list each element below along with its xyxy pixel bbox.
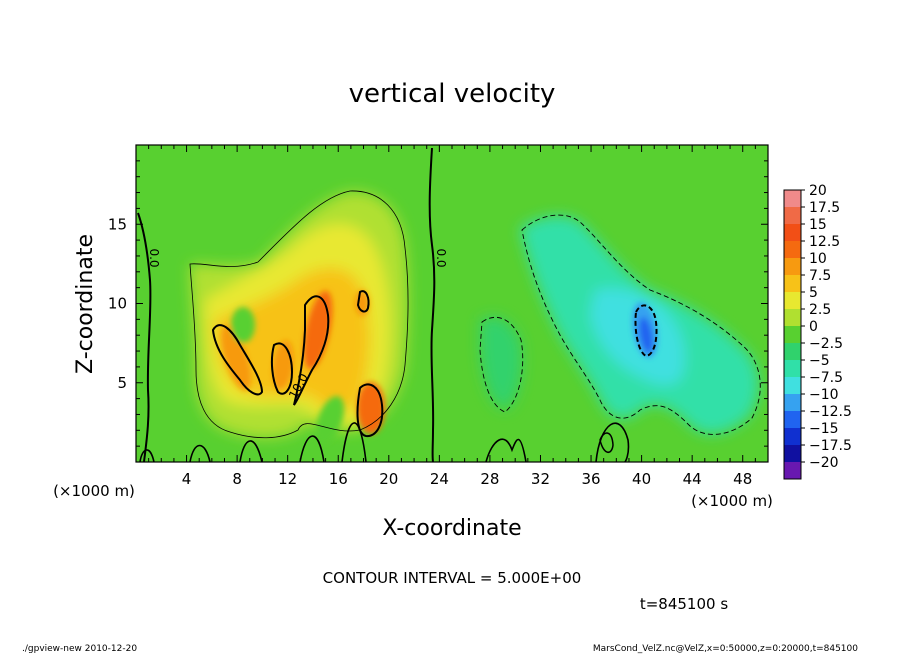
colorbar-swatch [784,207,801,224]
colorbar-label: −2.5 [809,336,843,352]
contour-10a [211,324,264,396]
colorbar-label: 10 [809,251,827,267]
x-tick-label: 20 [379,470,398,488]
colorbar-label: 7.5 [809,268,831,284]
colorbar-swatch [784,411,801,428]
colorbar-swatch [784,326,801,343]
colorbar-label: −12.5 [809,404,852,420]
colorbar-label: 12.5 [809,234,840,250]
y-axis: 5 10 15 [108,144,768,463]
contour-10c [293,295,330,406]
heatmap-field [136,145,768,462]
contour-10b [270,342,294,395]
colorbar-swatch [784,462,801,479]
colorbar-swatch [784,224,801,241]
x-tick-label: 36 [581,470,600,488]
colorbar-label: −15 [809,421,839,437]
x-tick-label: 44 [683,470,702,488]
colorbar-label: −5 [809,353,830,369]
contour-label-zero-left: 0.0 [147,248,161,267]
downdraft-core [632,302,658,358]
footer-left: ./gpview-new 2010-12-20 [22,644,137,654]
time-stamp: t=845100 s [640,595,728,613]
contour-label-zero-center: 0.0 [434,248,448,267]
y-tick-label: 15 [108,215,127,233]
colorbar-frame [783,189,802,480]
zero-contour-bumps [139,422,630,462]
x-tick-label: 48 [733,470,752,488]
contour-lines [137,147,761,462]
footer-right: MarsCond_VelZ.nc@VelZ,x=0:50000,z=0:2000… [593,644,858,654]
zero-contour-center [428,147,436,462]
x-axis-label: X-coordinate [382,516,521,541]
y-tick-label: 10 [108,295,127,313]
x-tick-label: 40 [632,470,651,488]
colorbar-swatch [784,377,801,394]
chart-title: vertical velocity [349,79,556,109]
colorbar: 2017.51512.5107.552.50−2.5−5−7.5−10−12.5… [783,183,852,480]
colorbar-label: −10 [809,387,839,403]
colorbar-swatch [784,190,801,207]
colorbar-swatch [784,343,801,360]
x-tick-label: 28 [480,470,499,488]
contour-10d [356,383,384,438]
contour-5 [189,190,409,439]
colorbar-label: 5 [809,285,818,301]
colorbar-swatch [784,360,801,377]
colorbar-swatch [784,292,801,309]
colorbar-label: −7.5 [809,370,843,386]
y-axis-label: Z-coordinate [73,234,98,374]
x-unit-left: (×1000 m) [53,482,135,500]
x-tick-label: 8 [232,470,242,488]
colorbar-swatch [784,394,801,411]
colorbar-swatch [784,241,801,258]
contour-interval: CONTOUR INTERVAL = 5.000E+00 [323,569,582,587]
x-tick-label: 32 [531,470,550,488]
colorbar-swatch [784,309,801,326]
colorbar-swatch [784,258,801,275]
updraft-cores [221,290,385,444]
contour-10e [356,290,370,313]
x-tick-label: 4 [182,470,192,488]
colorbar-label: −17.5 [809,438,852,454]
colorbar-label: −20 [809,455,839,471]
colorbar-label: 20 [809,183,827,199]
colorbar-label: 17.5 [809,200,840,216]
x-axis: 4 8 12 16 20 24 28 32 36 40 44 48 [135,145,769,488]
y-tick-label: 5 [117,374,127,392]
contour-m5-left [479,317,524,413]
colorbar-label: 0 [809,319,818,335]
colorbar-swatch [784,275,801,292]
contour-m10 [634,304,658,358]
colorbar-swatch [784,428,801,445]
colorbar-label: 2.5 [809,302,831,318]
colorbar-label: 15 [809,217,827,233]
colorbar-swatch [784,445,801,462]
x-unit-right: (×1000 m) [691,492,773,510]
x-tick-label: 12 [278,470,297,488]
x-tick-label: 24 [430,470,449,488]
x-tick-label: 16 [329,470,348,488]
zero-contour-left [137,212,152,462]
contour-m5-outer [521,214,761,435]
